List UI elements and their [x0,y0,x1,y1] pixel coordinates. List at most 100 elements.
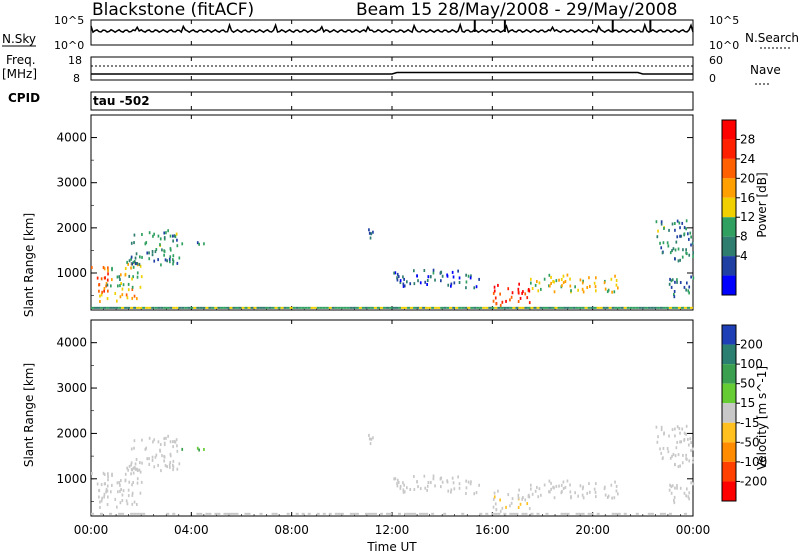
velocity-cell [465,479,467,483]
velocity-cell [169,452,172,456]
velocity-cell [429,481,432,485]
power-cell [106,306,110,309]
velocity-cell [674,427,676,431]
velocity-cell [307,512,311,515]
noise-tick-top: 10^5 [54,14,84,27]
power-cell [569,284,572,288]
velocity-cell [153,438,155,442]
power-cell [449,306,453,309]
velocity-cell [106,503,109,506]
power-cell [132,275,134,279]
power-cell [136,271,139,275]
power-cell [666,241,669,245]
power-cell [517,290,520,294]
velocity-cell [130,461,133,465]
power-cell [505,299,507,303]
power-cell [596,306,600,309]
power-cell [396,276,398,280]
velocity-cell [566,512,570,515]
power-cell [446,306,450,309]
power-cell [110,284,112,288]
power-cell [277,306,281,309]
power-cell [677,306,681,309]
velocity-cell [133,446,135,450]
power-cell [465,280,468,284]
velocity-cell [396,484,399,488]
power-cell [552,280,554,283]
velocity-cell [575,512,579,515]
velocity-cell [372,436,374,440]
velocity-cell [562,487,565,490]
power-cell [551,306,555,309]
power-cell [432,268,435,272]
power-cell [602,306,606,309]
power-cell [692,276,695,280]
velocity-cell [452,481,455,485]
power-cell [491,306,495,309]
velocity-cell [165,436,167,440]
power-cell [148,257,151,261]
power-cell [202,306,206,309]
power-cell [103,289,105,293]
velocity-cell [674,454,677,458]
velocity-cell [623,512,627,515]
power-cell [683,285,686,289]
velocity-cell [688,497,690,501]
velocity-cell [660,428,663,432]
velocity-cell [107,472,109,476]
power-cell [166,306,170,309]
power-cell [138,262,141,266]
power-cell [413,306,417,309]
power-cell [611,306,615,309]
velocity-cell [635,512,639,515]
velocity-cell [91,471,93,475]
velocity-cell [352,512,356,515]
velocity-cell [453,487,456,491]
velocity-cell [465,492,467,495]
velocity-cell [133,512,137,515]
velocity-cell [550,487,552,491]
velocity-cell [656,440,659,444]
power-cell [181,242,184,246]
velocity-cell [130,512,134,515]
velocity-cell [229,512,233,515]
velocity-cell [685,424,688,428]
velocity-cell [613,496,616,500]
power-cell [346,306,350,309]
power-cell [584,306,588,309]
velocity-cell [545,512,549,515]
velocity-cell [676,486,678,490]
power-cell [455,306,459,309]
velocity-cell [208,512,212,515]
power-cell [117,284,119,288]
velocity-cell [674,434,676,438]
velocity-cell [141,438,143,442]
velocity-cell [570,495,572,499]
velocity-cell [124,479,127,483]
power-cell [107,266,109,270]
velocity-colorbar-cell [722,442,736,462]
power-cell [668,306,672,309]
velocity-cell [493,495,496,499]
power-cell [331,306,335,309]
power-cell [499,292,501,296]
x-tick-label: 00:00 [676,523,711,537]
power-cell [394,271,397,275]
power-cell [102,266,105,269]
velocity-cell [461,512,465,515]
velocity-cell [560,483,563,487]
power-colorbar-cell [722,275,736,295]
velocity-cell [660,451,663,455]
power-cell [298,306,302,309]
velocity-colorbar-cell [722,403,736,423]
power-cell [112,306,116,309]
power-cell [554,306,558,309]
power-cell [617,306,621,309]
power-cell [154,306,158,309]
power-cell [604,287,607,291]
power-cell [416,306,420,309]
power-cell [424,280,427,284]
power-cell [402,284,405,288]
velocity-cell [446,480,449,484]
velocity-cell [172,463,174,467]
